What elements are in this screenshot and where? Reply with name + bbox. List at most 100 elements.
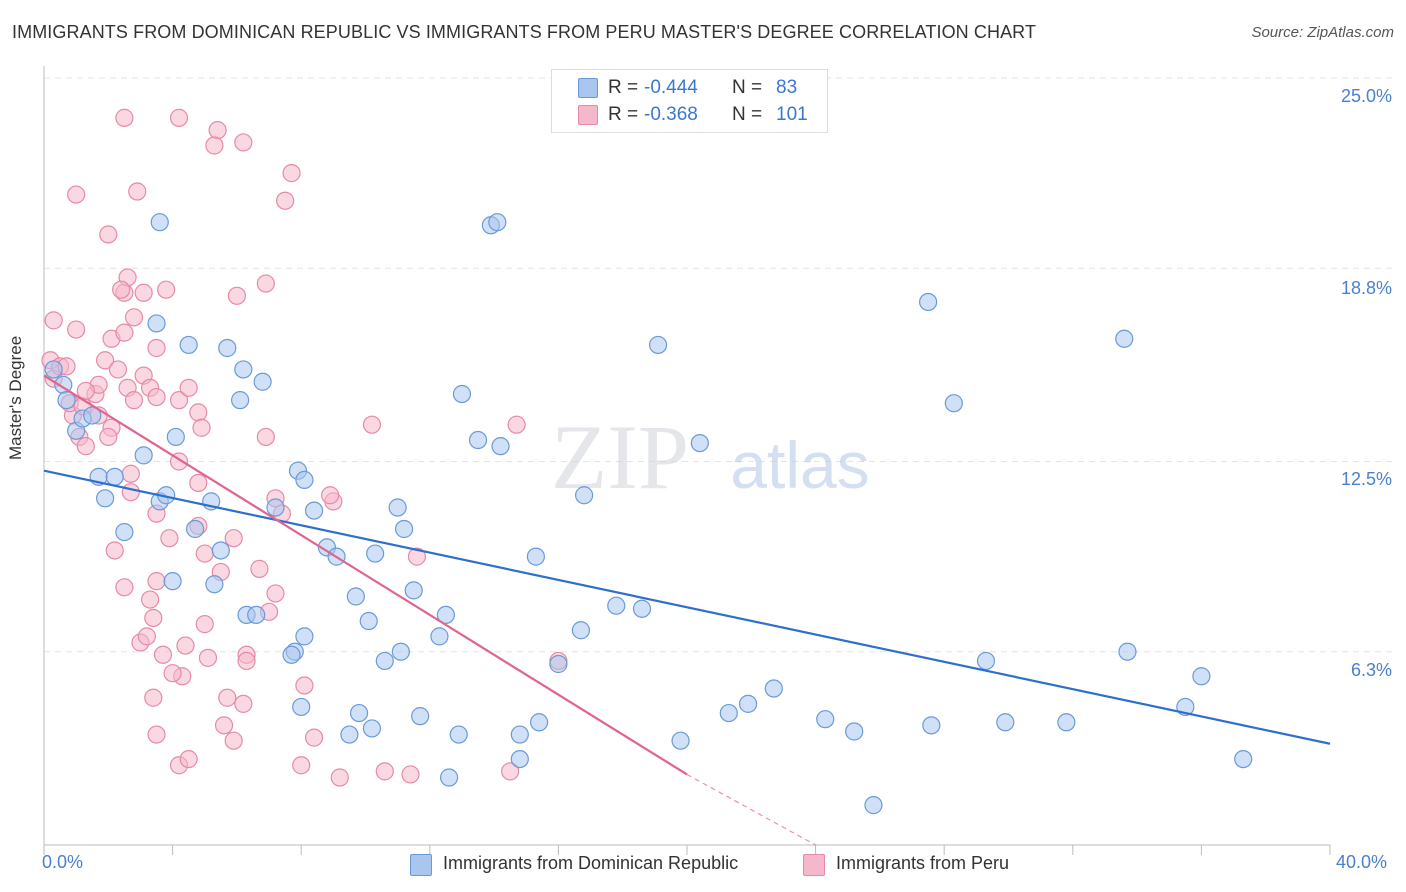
data-point [359,611,378,631]
data-point [607,596,626,615]
data-point [76,437,95,456]
blue-swatch [410,854,432,876]
pink-swatch [803,854,825,876]
data-point [195,544,214,563]
r-value: -0.368 [644,104,698,125]
watermark-atlas: atlas [730,428,869,502]
data-point [44,311,63,330]
data-point [121,464,140,483]
data-point [276,191,295,210]
peru-points [41,108,568,787]
data-point [411,707,430,726]
data-point [208,121,227,140]
data-point [179,749,198,769]
legend-label: Immigrants from Peru [836,853,1010,873]
blue-swatch [578,78,598,98]
n-label: N = [732,104,763,125]
data-point [321,486,340,505]
data-point [375,651,394,671]
data-point [166,427,185,447]
data-point [266,584,285,603]
trend-line-peru [43,374,688,776]
data-point [147,314,166,333]
legend: Immigrants from Dominican Republic Immig… [0,852,1406,878]
pink-swatch [578,105,598,125]
data-point [205,136,224,155]
data-point [256,427,275,447]
data-point [147,338,166,358]
y-tick-label: 12.5% [1340,469,1392,489]
data-point [95,351,115,370]
data-point [346,587,365,606]
data-point [115,522,134,542]
data-point [189,473,208,493]
source-credit: Source: ZipAtlas.com [1251,24,1394,41]
data-point [488,213,507,232]
data-point [218,338,237,358]
data-point [214,716,234,735]
data-point [44,360,63,379]
axes [43,66,1331,855]
data-point [179,378,198,397]
data-point [404,581,423,600]
data-point [176,636,195,655]
data-point [362,415,382,434]
data-point [1118,642,1137,661]
data-point [510,749,529,769]
data-point [99,427,118,447]
n-label: N = [732,77,763,98]
y-tick-label: 18.8% [1340,278,1392,298]
data-point [147,725,166,744]
data-point [195,615,214,634]
n-value: 101 [776,104,808,125]
data-point [845,722,864,741]
data-point [218,688,237,707]
data-point [452,384,472,404]
data-point [549,654,568,674]
data-point [295,676,314,695]
n-value: 83 [776,77,798,98]
data-point [671,731,690,750]
data-point [186,519,205,539]
data-point [134,446,153,465]
data-point [115,108,134,127]
r-label: R = [608,104,639,125]
data-point [157,280,176,299]
data-point [57,391,76,410]
data-point [295,470,314,490]
data-point [388,498,407,517]
data-point [189,403,208,422]
data-point [304,501,324,520]
data-point [439,768,459,787]
data-point [292,756,311,775]
data-point [99,225,118,244]
data-point [738,694,758,713]
data-point [115,578,134,597]
data-point [491,437,510,456]
watermark-zip: ZIP [551,406,689,508]
data-point [250,559,269,578]
x-tick-label: 40.0% [1336,852,1388,872]
data-point [449,725,468,744]
data-point [976,651,996,671]
y-tick-label: 25.0% [1340,86,1392,106]
data-point [76,381,95,401]
data-point [95,489,115,508]
data-point [1234,749,1253,769]
data-point [227,286,246,305]
data-point [247,605,266,625]
data-point [234,694,253,713]
data-point [224,731,243,750]
data-point [391,642,410,661]
data-point [224,529,243,548]
data-point [179,335,198,355]
data-point [67,185,86,204]
stats-box: R = -0.444 N = 83 R = -0.368 N = 101 [551,69,828,133]
data-point [169,108,189,127]
y-axis-label: Master's Degree [6,335,25,460]
trend-line-dominican [43,469,1331,745]
data-point [407,547,427,566]
data-point [375,762,394,781]
data-point [510,725,529,744]
data-point [292,697,311,717]
